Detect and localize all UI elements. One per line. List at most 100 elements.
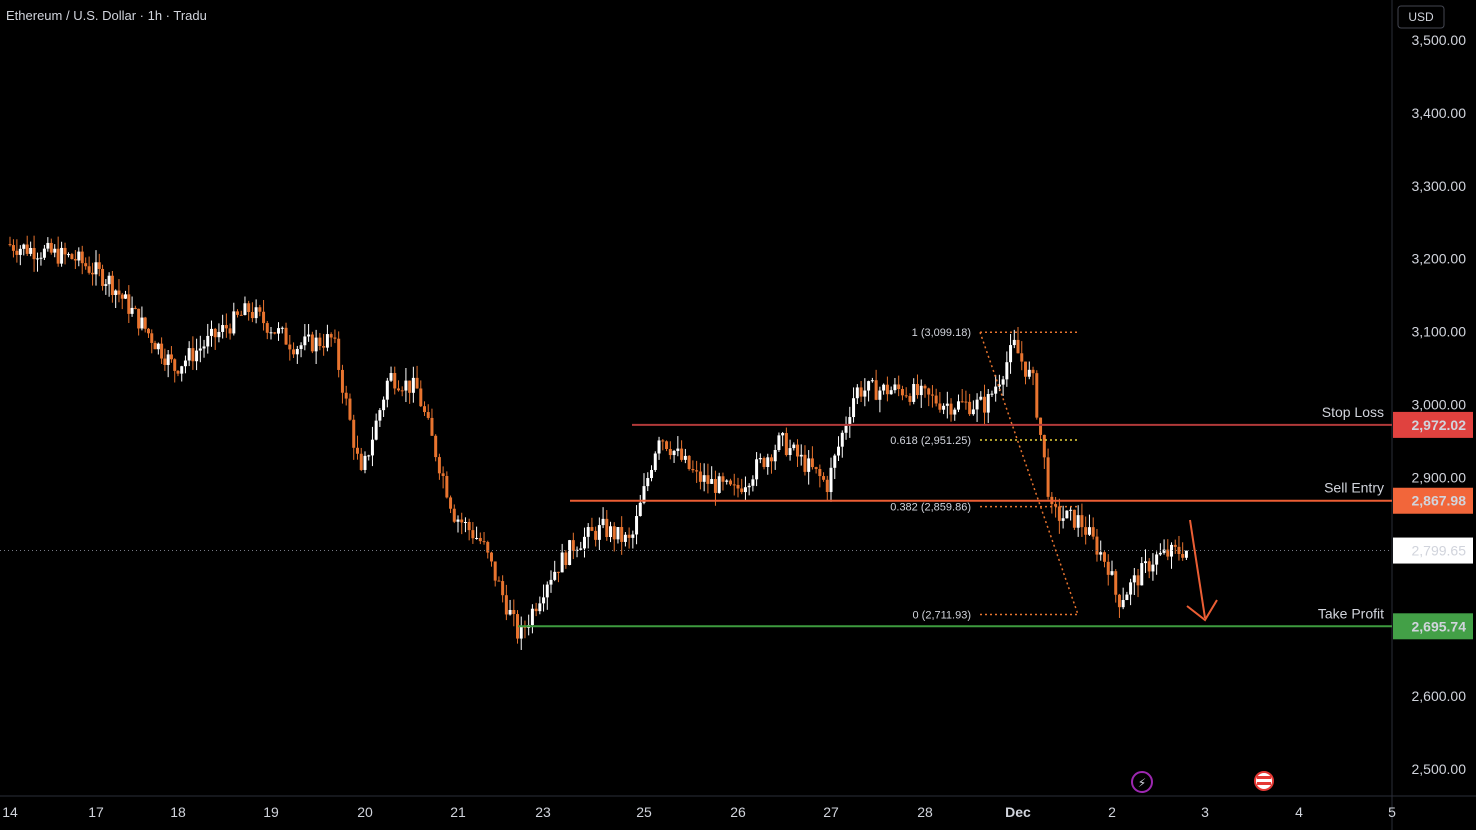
candle-body: [1143, 561, 1147, 564]
candle-body: [904, 395, 908, 397]
level-price: 2,695.74: [1412, 618, 1467, 634]
candle-body: [1020, 353, 1024, 362]
candle-body: [307, 334, 311, 337]
candle-body: [1099, 552, 1103, 555]
x-tick-label: 2: [1108, 804, 1116, 820]
candle-body: [560, 552, 564, 573]
candle-body: [130, 307, 134, 314]
candle-body: [975, 399, 979, 410]
y-tick-label: 3,000.00: [1412, 397, 1467, 413]
candle-body: [859, 387, 863, 397]
y-tick-label: 2,900.00: [1412, 469, 1467, 485]
candle-body: [310, 334, 314, 352]
candle-body: [971, 409, 975, 415]
candle-body: [114, 290, 118, 296]
candle-body: [882, 384, 886, 391]
candle-body: [620, 527, 624, 542]
candle-body: [191, 348, 195, 362]
x-tick-label: 4: [1295, 804, 1303, 820]
candle-body: [247, 303, 251, 312]
candle-body: [120, 294, 124, 299]
candle-body: [1005, 362, 1009, 380]
candle-body: [653, 453, 657, 470]
candle-body: [374, 420, 378, 440]
x-tick-label: 26: [730, 804, 746, 820]
candle-body: [423, 406, 427, 413]
candle-body: [1166, 549, 1170, 557]
candle-body: [717, 476, 721, 493]
candle-body: [627, 534, 631, 538]
candle-body: [1069, 509, 1073, 511]
candle-body: [1158, 552, 1162, 555]
candle-body: [124, 294, 128, 299]
candle-body: [1121, 600, 1125, 608]
candle-body: [870, 380, 874, 382]
candle-body: [471, 530, 475, 539]
candle-body: [1027, 369, 1031, 377]
candle-body: [385, 380, 389, 400]
candle-body: [209, 328, 213, 336]
candle-body: [956, 401, 960, 410]
candle-body: [923, 385, 927, 389]
candle-body: [855, 387, 859, 399]
candle-body: [133, 307, 137, 309]
us-flag-icon: [1254, 771, 1274, 791]
candle-body: [1114, 571, 1118, 595]
candle-body: [960, 401, 964, 403]
candle-body: [187, 348, 191, 361]
candle-body: [408, 380, 412, 393]
candle-body: [713, 479, 717, 493]
candle-body: [411, 377, 415, 393]
candle-body: [180, 366, 184, 374]
candle-body: [337, 338, 341, 370]
candle-body: [163, 358, 167, 365]
candle-body: [1095, 536, 1099, 555]
candle-body: [646, 478, 650, 487]
level-name: Sell Entry: [1324, 480, 1384, 496]
x-tick-label: 20: [357, 804, 373, 820]
candle-body: [1132, 575, 1136, 583]
candle-body: [568, 540, 572, 565]
candle-body: [1042, 434, 1046, 458]
x-tick-label: 28: [917, 804, 933, 820]
candle-body: [897, 384, 901, 390]
candle-body: [919, 385, 923, 396]
candle-body: [66, 254, 70, 256]
candle-body: [1102, 552, 1106, 562]
candle-body: [97, 262, 101, 269]
candle-body: [486, 542, 490, 553]
candle-body: [22, 244, 26, 249]
level-badge: [1393, 411, 1473, 438]
candle-body: [1084, 527, 1088, 535]
candle-body: [482, 541, 486, 543]
candle-body: [1031, 369, 1035, 374]
candle-body: [762, 458, 766, 468]
candle-body: [467, 522, 471, 531]
candle-body: [236, 311, 240, 315]
candle-body: [46, 242, 50, 249]
candle-body: [303, 336, 307, 346]
lightning-glyph: ⚡: [1138, 776, 1146, 790]
candle-body: [516, 614, 520, 639]
y-tick-label: 2,500.00: [1412, 761, 1467, 777]
candle-body: [63, 247, 67, 255]
candle-body: [393, 373, 397, 389]
candle-body: [781, 433, 785, 436]
us-flag-stripe: [1257, 782, 1271, 785]
candle-body: [396, 388, 400, 391]
candle-body: [49, 242, 53, 253]
candle-body: [725, 480, 729, 482]
candle-body: [915, 384, 919, 396]
candle-body: [42, 248, 46, 258]
candle-body: [352, 419, 356, 448]
candle-body: [751, 479, 755, 486]
candle-body: [571, 540, 575, 552]
candle-body: [1061, 518, 1065, 521]
candle-body: [258, 307, 262, 312]
candle-body: [269, 332, 273, 334]
candle-body: [586, 527, 590, 537]
candle-body: [743, 487, 747, 493]
candle-body: [91, 272, 95, 275]
